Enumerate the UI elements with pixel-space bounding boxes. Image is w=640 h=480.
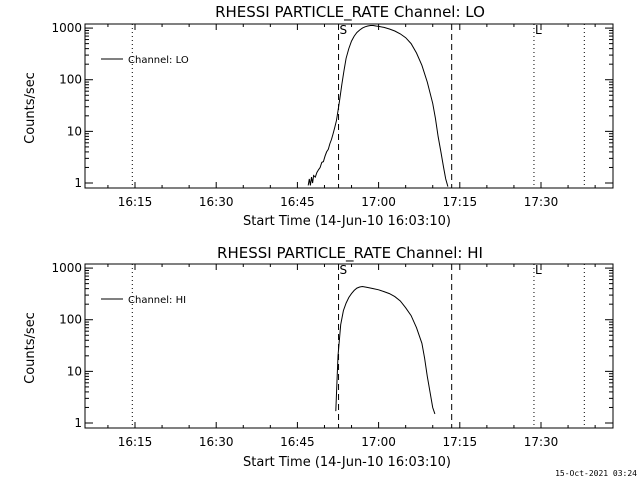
y-tick-label-lo: 100 [59,73,82,87]
panel-hi: RHESSI PARTICLE_RATE Channel: HI 16:15 16… [23,244,614,470]
y-tick-label-hi: 1000 [51,261,82,275]
y-axis-label-lo: Counts/sec [23,72,38,144]
x-tick-label-hi: 17:00 [361,435,396,449]
event-marker-lo: S [340,23,348,37]
plot-frame-lo [84,23,614,189]
y-tick-label-lo: 1 [74,176,82,190]
x-tick-label-lo: 16:30 [199,195,234,209]
yticks-hi: 1 10 100 1000 [51,261,613,430]
event-marker-hi: S [340,263,348,277]
y-tick-label-hi: 10 [67,364,82,378]
plot-frame-hi [84,263,614,429]
x-tick-label-lo: 17:30 [524,195,559,209]
x-tick-label-hi: 17:30 [524,435,559,449]
legend-lo: Channel: LO [101,55,189,66]
x-axis-label-lo: Start Time (14-Jun-10 16:03:10) [243,214,451,229]
x-tick-label-lo: 16:15 [118,195,153,209]
x-axis-label-hi: Start Time (14-Jun-10 16:03:10) [243,455,451,470]
legend-hi: Channel: HI [101,295,186,306]
x-tick-label-hi: 16:15 [118,435,153,449]
event-marker-lo: L [535,23,542,37]
series-line-hi [335,285,436,415]
y-axis-label-hi: Counts/sec [23,312,38,384]
x-tick-label-lo: 17:00 [361,195,396,209]
xticks-lo: 16:15 16:30 16:45 17:00 17:15 17:30 [107,24,596,209]
legend-label-hi: Channel: HI [128,295,186,306]
y-tick-label-lo: 10 [67,124,82,138]
y-tick-label-hi: 1 [74,416,82,430]
y-tick-label-hi: 100 [59,313,82,327]
x-tick-label-hi: 17:15 [443,435,478,449]
chart-title-lo: RHESSI PARTICLE_RATE Channel: LO [215,3,485,22]
footer-timestamp: 15-Oct-2021 03:24 [555,469,637,478]
xticks-hi: 16:15 16:30 16:45 17:00 17:15 17:30 [107,264,596,449]
series-line-lo [307,25,449,187]
x-tick-label-lo: 17:15 [443,195,478,209]
yticks-lo: 1 10 100 1000 [51,21,613,190]
chart-title-hi: RHESSI PARTICLE_RATE Channel: HI [217,244,483,263]
x-tick-label-lo: 16:45 [280,195,315,209]
x-tick-label-hi: 16:30 [199,435,234,449]
x-tick-label-hi: 16:45 [280,435,315,449]
event-marker-hi: L [535,263,542,277]
panel-lo: RHESSI PARTICLE_RATE Channel: LO 16:15 16… [23,3,614,229]
legend-label-lo: Channel: LO [128,55,189,66]
y-tick-label-lo: 1000 [51,21,82,35]
